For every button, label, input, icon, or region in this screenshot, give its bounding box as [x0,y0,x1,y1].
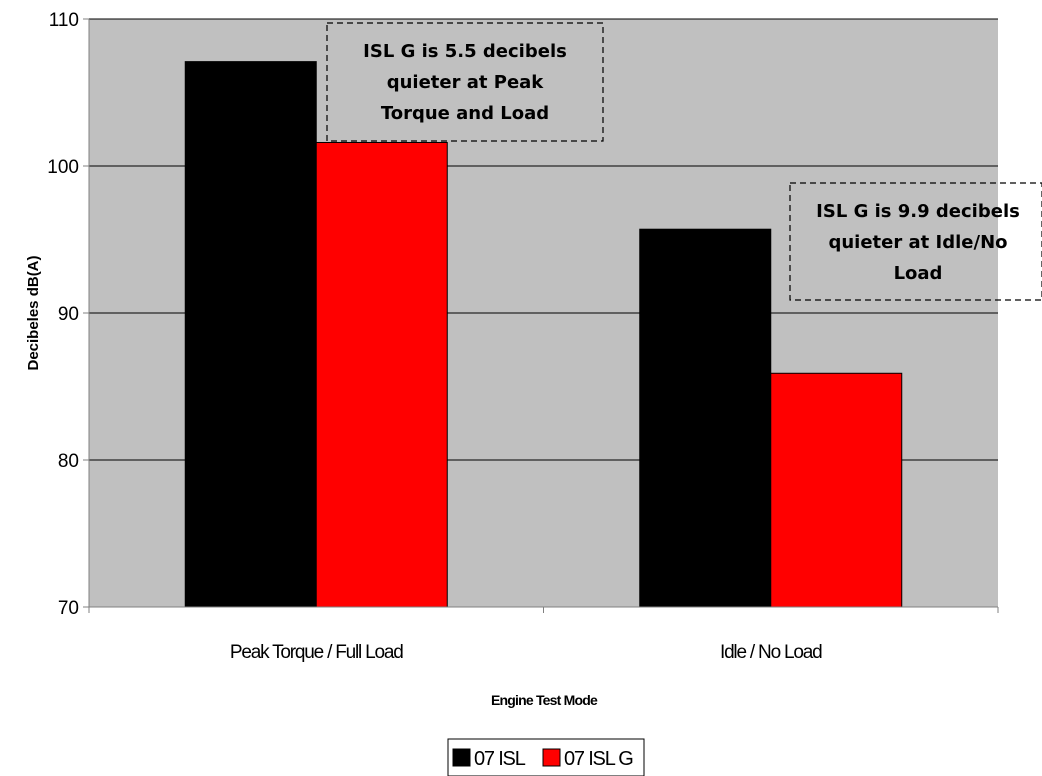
legend-swatch-07-isl-g [542,748,561,767]
x-axis-title: Engine Test Mode [491,692,598,708]
x-category-label: Idle / No Load [720,642,822,663]
annotation-line: Torque and Load [381,103,549,124]
bar-07-isl-peak-torque-full-load [184,61,317,608]
annotation-box [789,182,1042,301]
bar-07-isl-idle-no-load [639,228,772,608]
annotation-line: ISL G is 9.9 decibels [816,201,1020,222]
annotation-box [326,22,604,142]
y-axis-ticks: 70 80 90 100 110 [47,10,89,619]
y-tick-label: 110 [49,10,79,31]
annotations: ISL G is 5.5 decibels quieter at Peak Torq… [326,22,1042,301]
bar-07-isl-g-idle-no-load [770,372,903,608]
annotation-line: ISL G is 5.5 decibels [363,41,567,62]
legend: 07 ISL 07 ISL G [447,738,645,776]
legend-label-07-isl: 07 ISL [474,748,526,770]
legend-label-07-isl-g: 07 ISL G [564,748,633,770]
bar-07-isl-g-peak-torque-full-load [315,141,448,608]
annotation-line: quieter at Peak [387,72,545,93]
annotation-line: quieter at Idle/No [828,232,1007,253]
annotation-callout-1: ISL G is 5.5 decibels quieter at Peak Torq… [326,22,604,142]
x-category-label: Peak Torque / Full Load [230,642,403,663]
y-tick-label: 100 [47,157,79,178]
x-axis-ticks: Peak Torque / Full Load Idle / No Load [88,607,999,663]
y-axis-title: Decibeles dB(A) [25,255,42,370]
y-tick-label: 90 [58,304,79,325]
annotation-callout-2: ISL G is 9.9 decibels quieter at Idle/No L… [789,182,1042,301]
legend-swatch-07-isl [452,748,471,767]
y-tick-label: 70 [58,598,79,619]
bars [184,61,903,608]
annotation-line: Load [894,263,943,284]
y-tick-label: 80 [58,451,79,472]
